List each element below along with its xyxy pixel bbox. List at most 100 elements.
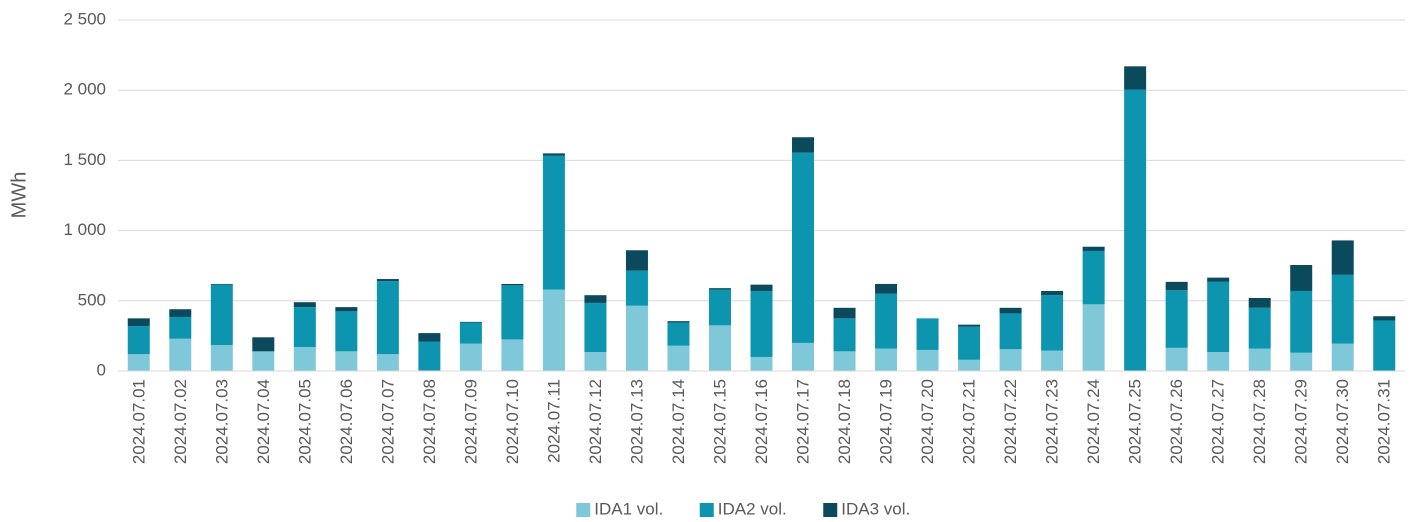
bar-segment (1207, 281, 1230, 353)
bar-segment (1331, 343, 1354, 371)
x-tick-label: 2024.07.26 (1167, 379, 1186, 464)
bar-segment (1041, 295, 1064, 351)
bar-segment (833, 318, 856, 352)
bar-segment (1082, 246, 1105, 251)
bar-segment (1373, 316, 1396, 321)
bar-segment (127, 354, 150, 371)
bar-segment (1373, 320, 1396, 371)
y-tick-label: 1 500 (63, 150, 106, 169)
bar-segment (335, 351, 358, 371)
x-tick-label: 2024.07.27 (1209, 379, 1228, 464)
x-tick-label: 2024.07.22 (1001, 379, 1020, 464)
bar-segment (501, 285, 524, 340)
y-tick-label: 2 000 (63, 80, 106, 99)
bar-segment (1248, 307, 1271, 349)
bar-segment (750, 284, 773, 291)
x-tick-label: 2024.07.12 (586, 379, 605, 464)
bar-segment (1124, 66, 1147, 90)
bar-segment (293, 347, 316, 371)
bar-segment (1290, 290, 1313, 353)
bar-segment (625, 270, 648, 306)
legend-label: IDA2 vol. (718, 499, 787, 518)
bar-segment (169, 309, 192, 317)
x-tick-label: 2024.07.01 (129, 379, 148, 464)
bar-segment (293, 307, 316, 348)
bar-segment (335, 311, 358, 352)
legend-label: IDA1 vol. (594, 499, 663, 518)
bar-segment (169, 316, 192, 339)
bar-segment (210, 283, 233, 285)
bar-segment (1331, 240, 1354, 275)
bar-segment (1041, 290, 1064, 296)
bar-segment (1248, 297, 1271, 308)
bar-segment (625, 305, 648, 371)
bar-segment (999, 307, 1022, 314)
bar-segment (999, 349, 1022, 371)
bar-segment (1290, 264, 1313, 291)
legend-label: IDA3 vol. (841, 499, 910, 518)
bar-segment (1165, 347, 1188, 371)
y-axis-label: MWh (8, 172, 30, 219)
y-tick-label: 500 (78, 290, 106, 309)
x-tick-label: 2024.07.20 (918, 379, 937, 464)
x-tick-label: 2024.07.28 (1250, 379, 1269, 464)
x-tick-label: 2024.07.09 (461, 379, 480, 464)
bar-segment (667, 345, 690, 371)
x-tick-label: 2024.07.07 (378, 379, 397, 464)
bar-segment (875, 293, 898, 349)
bar-segment (1290, 352, 1313, 371)
legend-swatch (823, 503, 838, 517)
bar-segment (1124, 89, 1147, 372)
bar-segment (792, 342, 815, 371)
bar-segment (501, 283, 524, 286)
x-tick-label: 2024.07.06 (337, 379, 356, 464)
bar-segment (252, 351, 275, 371)
bar-segment (501, 339, 524, 371)
bar-segment (916, 349, 939, 371)
y-tick-label: 0 (97, 360, 106, 379)
bar-segment (1207, 277, 1230, 282)
x-tick-label: 2024.07.08 (420, 379, 439, 464)
bar-segment (958, 326, 981, 360)
bar-segment (376, 354, 399, 371)
x-tick-label: 2024.07.02 (171, 379, 190, 464)
bar-segment (1041, 350, 1064, 371)
bar-segment (418, 333, 441, 342)
bar-segment (1082, 250, 1105, 305)
x-tick-label: 2024.07.19 (877, 379, 896, 464)
x-tick-label: 2024.07.16 (752, 379, 771, 464)
bar-segment (542, 153, 565, 156)
bar-segment (708, 289, 731, 326)
bar-segment (376, 281, 399, 355)
bar-segment (127, 326, 150, 355)
x-tick-label: 2024.07.05 (295, 379, 314, 464)
bar-segment (999, 313, 1022, 350)
bar-segment (667, 321, 690, 323)
bar-segment (459, 343, 482, 371)
x-tick-label: 2024.07.17 (794, 379, 813, 464)
bar-segment (584, 302, 607, 353)
bar-segment (958, 324, 981, 327)
x-tick-label: 2024.07.15 (710, 379, 729, 464)
bar-segment (542, 155, 565, 290)
bar-segment (293, 302, 316, 308)
x-tick-label: 2024.07.31 (1375, 379, 1394, 464)
x-tick-label: 2024.07.13 (627, 379, 646, 464)
x-tick-label: 2024.07.03 (212, 379, 231, 464)
x-tick-label: 2024.07.10 (503, 379, 522, 464)
bar-segment (584, 352, 607, 371)
bar-segment (1331, 274, 1354, 344)
bar-segment (1248, 348, 1271, 371)
bar-segment (1165, 281, 1188, 291)
bar-segment (1165, 290, 1188, 348)
bar-segment (750, 290, 773, 357)
x-tick-label: 2024.07.14 (669, 379, 688, 464)
x-tick-label: 2024.07.04 (254, 379, 273, 464)
bar-segment (833, 307, 856, 319)
bar-segment (833, 351, 856, 371)
legend-swatch (699, 503, 714, 517)
x-tick-label: 2024.07.30 (1333, 379, 1352, 464)
bar-segment (252, 337, 275, 352)
bar-segment (625, 250, 648, 271)
